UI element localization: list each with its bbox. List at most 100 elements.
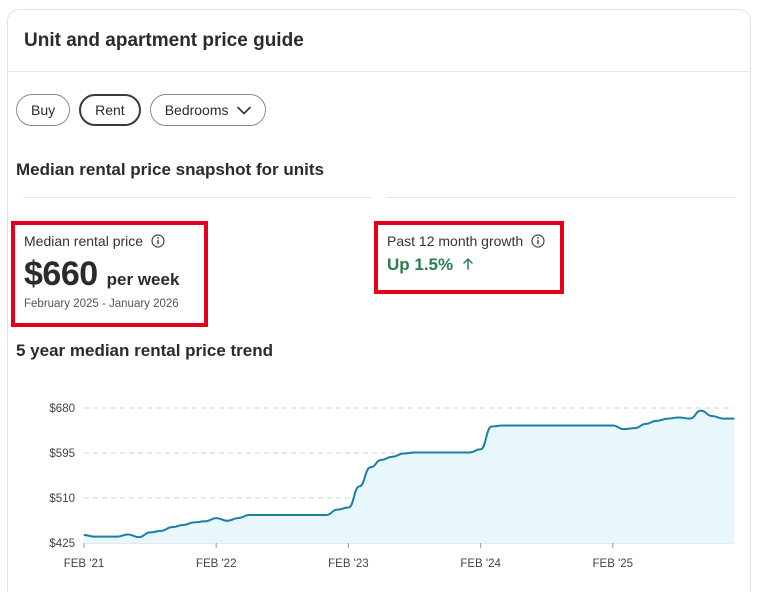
- data-point: [314, 514, 316, 516]
- trend-area: [84, 410, 734, 543]
- data-point: [733, 417, 735, 420]
- info-icon[interactable]: [531, 234, 545, 248]
- trend-title: 5 year median rental price trend: [16, 341, 273, 360]
- data-point: [215, 517, 217, 519]
- data-point: [171, 526, 173, 528]
- x-tick-label: FEB '21: [64, 558, 105, 570]
- growth-label-row: Past 12 month growth: [387, 233, 560, 249]
- data-point: [513, 424, 515, 427]
- data-point: [645, 423, 647, 425]
- data-point: [248, 514, 250, 516]
- divider-left: [23, 197, 371, 198]
- data-point: [424, 451, 427, 454]
- data-point: [325, 514, 327, 516]
- arrow-up-icon: [463, 255, 473, 275]
- data-point: [369, 466, 372, 468]
- data-point: [347, 506, 350, 509]
- data-point: [413, 451, 416, 454]
- x-tick-label: FEB '22: [196, 558, 237, 570]
- data-point: [468, 451, 471, 454]
- tab-rent-label: Rent: [95, 102, 125, 118]
- data-point: [689, 417, 691, 420]
- trend-line: [83, 409, 734, 539]
- data-point: [601, 424, 603, 427]
- data-point: [138, 536, 140, 538]
- divider-right: [386, 197, 736, 198]
- data-point: [83, 534, 85, 536]
- y-tick-label: $510: [49, 493, 75, 505]
- data-point: [711, 415, 713, 417]
- data-point: [259, 514, 261, 516]
- data-point: [204, 520, 206, 522]
- data-point: [678, 416, 680, 419]
- median-price-label-row: Median rental price: [24, 233, 204, 249]
- data-point: [391, 456, 394, 458]
- data-point: [281, 514, 283, 516]
- data-point: [270, 514, 272, 516]
- data-point: [160, 530, 162, 532]
- card-title: Unit and apartment price guide: [24, 29, 304, 51]
- data-point: [568, 424, 570, 427]
- data-point: [358, 485, 361, 487]
- card-header: Unit and apartment price guide: [8, 10, 750, 72]
- growth-label: Past 12 month growth: [387, 233, 524, 249]
- price-unit: per week: [106, 270, 180, 289]
- data-point: [634, 427, 636, 429]
- data-point: [524, 424, 526, 427]
- data-point: [535, 424, 537, 427]
- tab-group: Buy Rent Bedrooms: [16, 94, 266, 126]
- data-point: [590, 424, 592, 427]
- bedrooms-dropdown[interactable]: Bedrooms: [149, 94, 266, 126]
- data-point: [226, 520, 228, 522]
- data-point: [149, 531, 151, 534]
- data-point: [237, 517, 239, 519]
- y-tick-label: $680: [49, 403, 75, 415]
- data-point: [336, 509, 338, 511]
- data-point: [722, 417, 724, 420]
- growth-panel: Past 12 month growth Up 1.5%: [374, 221, 564, 294]
- x-tick-label: FEB '25: [593, 558, 634, 570]
- data-point: [579, 424, 581, 427]
- y-tick-label: $425: [49, 538, 75, 550]
- data-point: [105, 536, 107, 538]
- median-price-label: Median rental price: [24, 233, 144, 249]
- data-point: [502, 424, 504, 427]
- data-point: [612, 424, 614, 427]
- info-icon[interactable]: [151, 234, 165, 248]
- data-point: [116, 536, 118, 538]
- tab-buy[interactable]: Buy: [16, 94, 71, 126]
- snapshot-title: Median rental price snapshot for units: [16, 160, 324, 179]
- data-point: [193, 521, 195, 523]
- data-point: [667, 417, 669, 420]
- price-period: February 2025 - January 2026: [24, 298, 179, 310]
- tab-buy-label: Buy: [31, 102, 56, 118]
- data-point: [292, 514, 294, 516]
- chevron-down-icon: [236, 106, 251, 115]
- data-point: [303, 514, 305, 516]
- data-point: [457, 451, 460, 454]
- data-point: [182, 524, 184, 526]
- data-point: [480, 448, 482, 450]
- price-row: $660 per week: [24, 255, 204, 294]
- x-tick-label: FEB '23: [328, 558, 369, 570]
- x-tick-label: FEB '24: [460, 558, 501, 570]
- median-price-value: $660: [24, 255, 98, 293]
- median-price-panel: Median rental price $660 per week Februa…: [11, 221, 208, 327]
- data-point: [446, 451, 449, 454]
- data-point: [656, 420, 658, 422]
- growth-value: Up 1.5%: [387, 255, 454, 274]
- rental-trend-chart: $425 $510 $595 $680 FEB '21 FEB '22 FEB '23 FEB…: [49, 403, 735, 570]
- growth-row: Up 1.5%: [387, 255, 560, 275]
- data-point: [700, 410, 702, 412]
- data-point: [623, 428, 625, 430]
- data-point: [127, 533, 129, 536]
- data-point: [557, 424, 559, 427]
- data-point: [491, 425, 493, 428]
- tab-rent[interactable]: Rent: [79, 94, 141, 126]
- y-tick-label: $595: [49, 448, 75, 460]
- data-point: [94, 536, 96, 538]
- data-point: [402, 452, 405, 455]
- data-point: [546, 424, 548, 427]
- data-point: [380, 459, 383, 461]
- bedrooms-label: Bedrooms: [164, 102, 229, 118]
